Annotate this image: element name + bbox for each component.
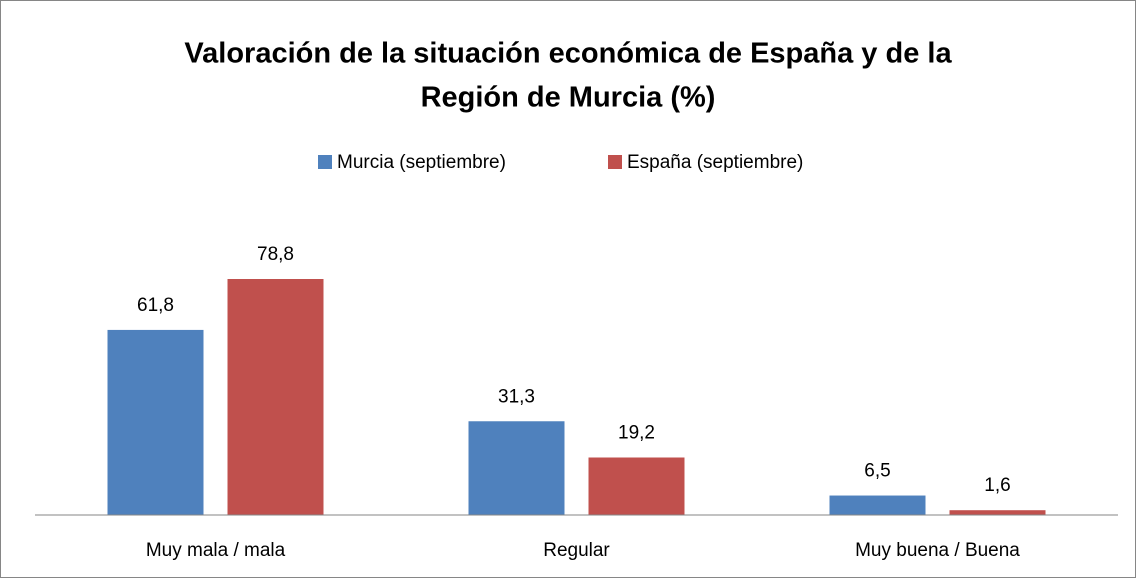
value-label: 1,6 [984,475,1010,496]
value-label: 6,5 [864,461,890,482]
x-tick-label: Regular [543,540,610,561]
bar [829,495,926,515]
x-tick-label: Muy mala / mala [146,540,286,561]
value-label: 19,2 [618,423,655,444]
legend-label: Murcia (septiembre) [337,152,506,173]
legend-swatch [608,155,622,169]
bar [468,421,565,515]
bar [949,510,1046,515]
value-label: 78,8 [257,244,294,265]
legend-label: España (septiembre) [627,152,803,173]
x-tick-label: Muy buena / Buena [855,540,1020,561]
bar [588,457,685,515]
legend-swatch [318,155,332,169]
chart-title: Valoración de la situación económica de … [184,38,952,70]
value-label: 61,8 [137,295,174,316]
value-label: 31,3 [498,386,535,407]
bar [107,329,204,515]
chart-title: Región de Murcia (%) [421,82,716,114]
bar [227,279,324,515]
